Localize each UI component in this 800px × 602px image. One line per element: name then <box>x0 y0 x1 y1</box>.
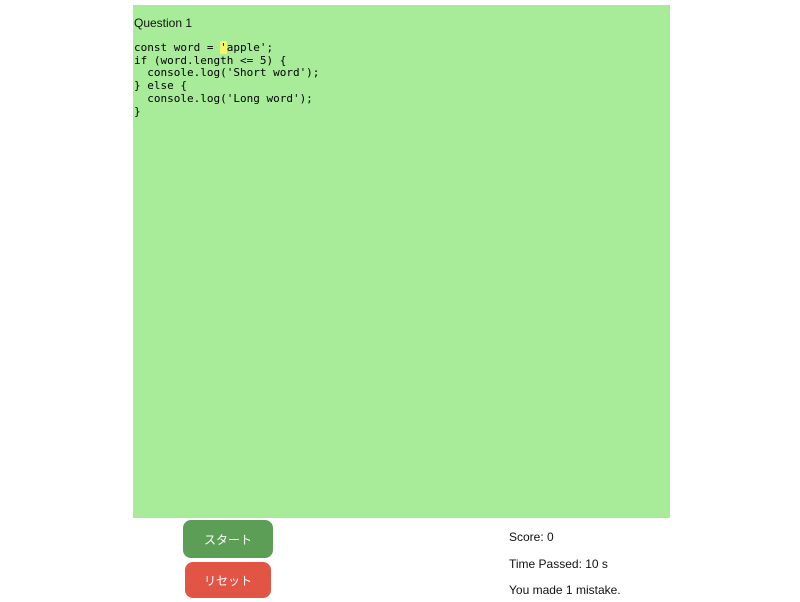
start-button[interactable]: スタート <box>183 520 273 558</box>
mistakes-text: You made 1 mistake. <box>509 583 621 597</box>
question-title: Question 1 <box>134 16 193 30</box>
code-snippet: const word = 'apple'; if (word.length <=… <box>134 41 320 118</box>
typed-code: const word = <box>134 41 221 54</box>
score-text: Score: 0 <box>509 530 554 544</box>
reset-button[interactable]: リセット <box>185 562 271 598</box>
remaining-code: apple'; if (word.length <= 5) { console.… <box>134 41 320 118</box>
time-passed-text: Time Passed: 10 s <box>509 557 608 571</box>
cursor-character: ' <box>220 41 227 54</box>
code-typing-area[interactable]: Question 1 const word = 'apple'; if (wor… <box>133 5 670 518</box>
